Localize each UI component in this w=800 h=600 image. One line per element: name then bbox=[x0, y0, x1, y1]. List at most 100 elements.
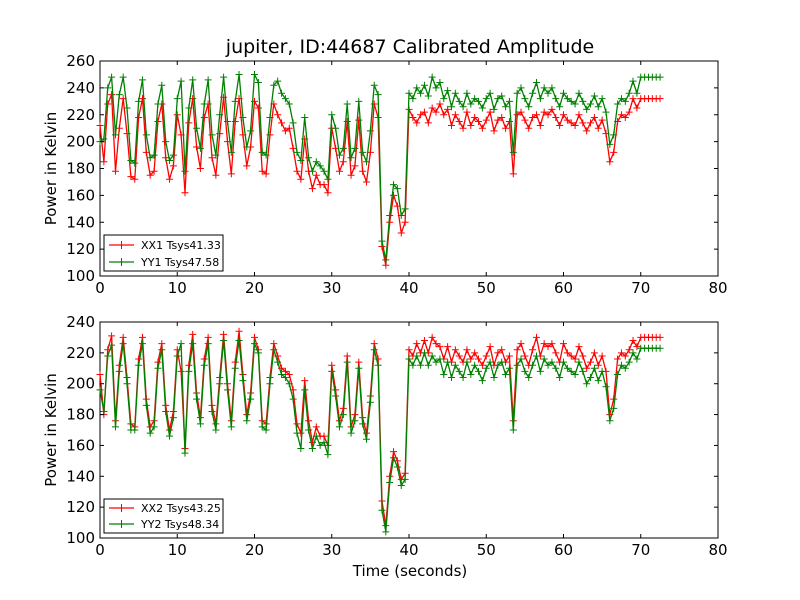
data-point-xx1 bbox=[169, 162, 177, 170]
data-point-xx1 bbox=[471, 113, 479, 121]
bottom-y-axis-label: Power in Kelvin bbox=[42, 373, 60, 487]
data-point-yy2 bbox=[563, 364, 571, 372]
data-point-xx1 bbox=[351, 162, 359, 170]
data-point-yy1 bbox=[196, 144, 204, 152]
data-point-yy2 bbox=[475, 367, 483, 375]
data-point-yy2 bbox=[131, 426, 139, 434]
data-point-yy1 bbox=[328, 111, 336, 119]
data-point-xx2 bbox=[656, 333, 664, 341]
data-point-yy1 bbox=[212, 151, 220, 159]
data-point-yy1 bbox=[370, 81, 378, 89]
data-point-xx1 bbox=[413, 119, 421, 127]
data-point-yy2 bbox=[119, 340, 127, 348]
data-point-xx2 bbox=[560, 340, 567, 348]
data-point-yy1 bbox=[308, 167, 316, 175]
data-point-xx1 bbox=[96, 122, 104, 129]
data-point-yy2 bbox=[142, 401, 150, 409]
data-point-yy1 bbox=[602, 108, 610, 116]
data-point-yy2 bbox=[440, 370, 448, 378]
data-point-yy1 bbox=[590, 92, 598, 100]
data-point-xx2 bbox=[158, 340, 166, 348]
data-point-yy1 bbox=[262, 151, 270, 159]
data-point-yy1 bbox=[251, 70, 258, 78]
data-point-yy1 bbox=[440, 95, 448, 103]
data-point-yy2 bbox=[166, 432, 174, 440]
data-point-yy2 bbox=[301, 386, 309, 394]
data-point-xx1 bbox=[532, 111, 540, 119]
data-point-yy1 bbox=[598, 95, 606, 103]
y-tick-label: 180 bbox=[66, 160, 95, 178]
data-point-yy2 bbox=[478, 377, 486, 385]
data-point-yy1 bbox=[343, 100, 351, 108]
data-point-xx1 bbox=[390, 191, 398, 199]
data-point-xx2 bbox=[119, 333, 127, 341]
data-point-xx2 bbox=[498, 346, 506, 354]
data-point-yy1 bbox=[617, 95, 625, 103]
data-point-yy1 bbox=[293, 148, 301, 156]
data-point-xx2 bbox=[154, 358, 162, 366]
data-point-xx2 bbox=[251, 333, 258, 341]
data-point-yy2 bbox=[390, 454, 398, 462]
data-point-yy2 bbox=[339, 411, 347, 419]
legend-marker-xx2 bbox=[117, 504, 126, 512]
data-point-xx1 bbox=[343, 117, 351, 125]
data-point-yy1 bbox=[220, 73, 228, 81]
data-point-yy2 bbox=[366, 398, 374, 406]
data-point-xx2 bbox=[467, 355, 475, 363]
data-point-yy1 bbox=[521, 95, 529, 103]
x-tick-label: 70 bbox=[631, 541, 650, 559]
data-point-xx2 bbox=[583, 364, 591, 372]
data-point-xx2 bbox=[281, 367, 289, 375]
data-point-xx1 bbox=[108, 91, 116, 99]
data-point-yy1 bbox=[339, 144, 347, 152]
data-point-yy2 bbox=[220, 337, 228, 345]
data-point-yy2 bbox=[262, 426, 270, 434]
data-point-yy2 bbox=[529, 361, 537, 369]
data-point-xx2 bbox=[633, 343, 641, 351]
data-point-yy2 bbox=[548, 358, 556, 366]
data-point-xx2 bbox=[135, 355, 143, 363]
bottom-legend-box bbox=[103, 498, 224, 534]
data-point-yy1 bbox=[393, 185, 401, 193]
data-point-yy1 bbox=[305, 154, 313, 162]
data-point-yy2 bbox=[463, 358, 471, 366]
legend-label-xx1: XX1 Tsys41.33 bbox=[141, 239, 221, 252]
data-point-yy2 bbox=[278, 370, 286, 378]
data-point-xx1 bbox=[200, 113, 208, 121]
data-point-yy1 bbox=[185, 104, 193, 112]
data-point-yy1 bbox=[544, 89, 552, 97]
data-point-xx1 bbox=[513, 111, 521, 119]
data-point-yy1 bbox=[463, 89, 471, 97]
x-tick-label: 60 bbox=[554, 541, 573, 559]
data-point-xx2 bbox=[529, 346, 537, 354]
top-plot: Power in Kelvin 0 10 20 30 40 50 60 70 80 100 120 1… bbox=[42, 52, 728, 297]
data-point-yy2 bbox=[181, 449, 189, 457]
data-point-xx1 bbox=[131, 175, 139, 183]
data-point-xx1 bbox=[459, 124, 467, 132]
data-point-xx1 bbox=[308, 185, 316, 193]
data-point-xx2 bbox=[517, 340, 525, 348]
data-point-yy2 bbox=[378, 506, 386, 514]
data-point-yy1 bbox=[285, 100, 293, 108]
x-tick-label: 0 bbox=[95, 541, 105, 559]
data-point-yy2 bbox=[320, 438, 328, 446]
data-point-yy2 bbox=[343, 358, 351, 366]
data-point-xx1 bbox=[196, 165, 204, 172]
data-point-xx2 bbox=[138, 333, 146, 341]
data-point-xx2 bbox=[444, 343, 452, 351]
data-point-yy2 bbox=[536, 367, 544, 375]
data-point-yy2 bbox=[297, 445, 305, 453]
data-point-xx2 bbox=[540, 340, 548, 348]
data-point-yy2 bbox=[312, 432, 320, 440]
data-point-xx1 bbox=[444, 105, 452, 113]
data-point-xx2 bbox=[571, 355, 579, 363]
data-point-yy1 bbox=[397, 212, 405, 220]
data-point-xx2 bbox=[312, 423, 320, 431]
data-point-yy2 bbox=[432, 358, 440, 366]
data-point-yy2 bbox=[196, 420, 204, 428]
data-point-xx1 bbox=[285, 124, 293, 132]
data-point-yy1 bbox=[405, 89, 413, 97]
data-point-yy2 bbox=[401, 475, 409, 483]
data-point-yy2 bbox=[115, 367, 123, 375]
data-point-yy2 bbox=[498, 358, 506, 366]
